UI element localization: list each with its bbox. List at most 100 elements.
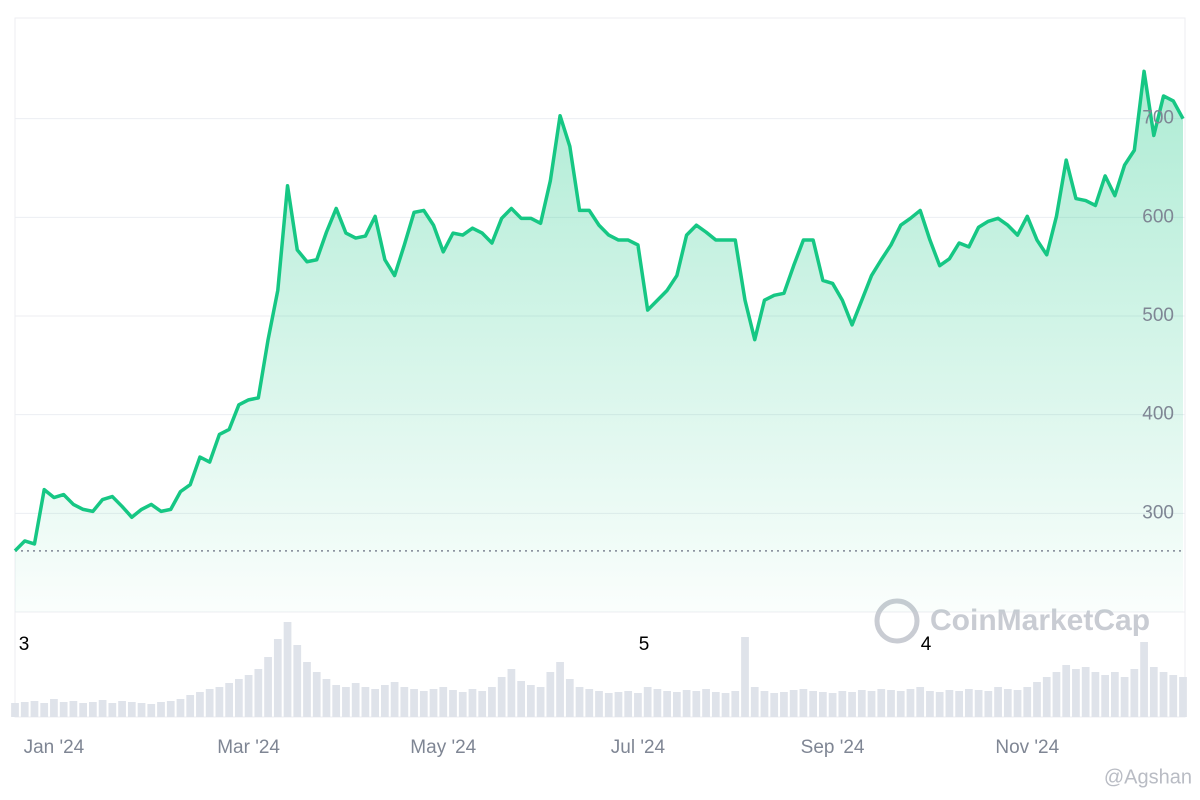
x-tick-label: Sep '24 — [801, 737, 865, 758]
volume-bar — [11, 703, 19, 717]
volume-bar — [643, 687, 652, 717]
volume-bar — [896, 691, 905, 717]
volume-bar — [332, 685, 341, 717]
volume-bar — [458, 692, 467, 717]
volume-bar — [1062, 665, 1071, 717]
volume-bar — [1140, 642, 1148, 717]
volume-bar — [721, 693, 730, 717]
volume-bar — [215, 687, 224, 717]
volume-bar — [449, 690, 457, 717]
volume-bar — [731, 691, 740, 717]
volume-bar — [176, 699, 185, 717]
volume-bar — [867, 691, 876, 717]
volume-bar — [98, 700, 107, 717]
volume-bar — [624, 691, 633, 717]
volume-bar — [351, 683, 360, 717]
volume-bar — [994, 687, 1002, 717]
price-line — [13, 69, 1185, 553]
volume-bar — [1013, 690, 1022, 717]
volume-bar — [692, 691, 701, 717]
volume-bar — [926, 691, 934, 717]
x-tick-label: Mar '24 — [217, 737, 280, 758]
volume-bar — [663, 691, 671, 717]
volume-bar — [935, 692, 944, 717]
volume-bar — [585, 689, 594, 717]
volume-bar — [89, 702, 97, 717]
volume-bar — [108, 703, 117, 717]
volume-bar — [945, 690, 954, 717]
volume-bar — [312, 672, 321, 717]
volume-bar — [507, 669, 516, 717]
volume-bar — [20, 702, 29, 717]
volume-bar — [273, 639, 282, 717]
volume-bar — [468, 689, 477, 717]
volume-bar — [799, 689, 808, 717]
volume-bar — [634, 693, 642, 717]
volume-bar — [1130, 669, 1139, 717]
volume-bar — [205, 689, 214, 717]
volume-bar — [225, 683, 233, 717]
volume-bar — [1111, 672, 1119, 717]
volume-bar — [887, 690, 895, 717]
volume-bar — [595, 691, 603, 717]
volume-bar — [488, 687, 496, 717]
volume-bar — [702, 689, 710, 717]
volume-bar — [342, 687, 350, 717]
volume-bar — [127, 702, 136, 717]
volume-bar — [828, 693, 837, 717]
volume-bar — [517, 681, 525, 717]
volume-bar — [955, 691, 963, 717]
volume-bar — [157, 702, 165, 717]
volume-bar — [118, 701, 126, 717]
volume-bar — [1120, 677, 1129, 717]
volume-bar — [1101, 675, 1109, 717]
volume-bar — [1072, 669, 1080, 717]
volume-bar — [410, 689, 418, 717]
volume-bar — [390, 682, 399, 717]
volume-bar — [186, 695, 195, 717]
y-tick-label: 600 — [1142, 206, 1174, 227]
volume-bar — [196, 692, 204, 717]
event-marker: 4 — [921, 634, 932, 655]
volume-bar — [400, 687, 409, 717]
volume-bar — [916, 687, 925, 717]
volume-bar — [604, 693, 613, 717]
volume-bar — [303, 662, 311, 717]
volume-bar — [1023, 687, 1032, 717]
volume-bar — [478, 691, 487, 717]
volume-bar — [1149, 667, 1158, 717]
area-fill — [15, 71, 1183, 613]
x-tick-label: Nov '24 — [995, 737, 1059, 758]
volume-bar — [264, 657, 272, 717]
volume-bar — [857, 690, 866, 717]
volume-bar — [682, 690, 691, 717]
volume-bar — [760, 691, 769, 717]
volume-bar — [69, 701, 78, 717]
x-tick-label: May '24 — [410, 737, 476, 758]
volume-bar — [556, 662, 564, 717]
volume-bar — [780, 692, 788, 717]
volume-bar — [1169, 675, 1178, 717]
volume-bar — [877, 689, 886, 717]
event-marker: 5 — [639, 634, 650, 655]
volume-bar — [1091, 672, 1100, 717]
volume-bar — [235, 679, 243, 717]
volume-bar — [546, 672, 555, 717]
volume-bar — [789, 690, 798, 717]
volume-bar — [1033, 682, 1041, 717]
volume-bar — [147, 704, 156, 717]
volume-bar — [79, 703, 87, 717]
volume-bar — [711, 692, 720, 717]
volume-bar — [565, 679, 574, 717]
volume-bar — [244, 675, 253, 717]
volume-bar — [1179, 677, 1187, 717]
credit: @Agshan — [1104, 766, 1192, 788]
volume-bar — [1042, 677, 1051, 717]
volume-bar — [906, 689, 915, 717]
volume-bar — [750, 687, 759, 717]
volume-bar — [371, 689, 379, 717]
y-tick-label: 300 — [1142, 502, 1174, 523]
volume-bar — [50, 699, 58, 717]
volume-bar — [497, 677, 506, 717]
